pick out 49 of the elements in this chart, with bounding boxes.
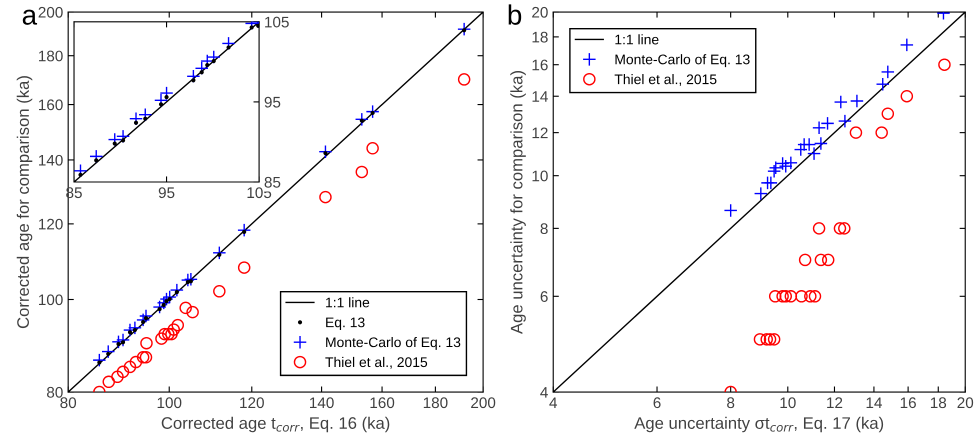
y-axis-title: Corrected age for comparison (ka) [16, 76, 32, 328]
y-tick-label: 6 [540, 291, 548, 302]
x-tick-label: 200 [471, 397, 496, 408]
y-tick-label: 100 [38, 294, 63, 306]
y-tick-label: 12 [532, 128, 548, 138]
y-tick-label: 85 [264, 176, 280, 188]
legend-label: Monte-Carlo of Eq. 13 [326, 336, 460, 350]
text: a [22, 10, 38, 25]
y-tick-label: 200 [38, 6, 63, 18]
legend-label: Monte-Carlo of Eq. 13 [615, 54, 750, 68]
y-tick-label: 95 [264, 96, 280, 108]
y-tick-label: 4 [540, 387, 548, 398]
x-tick-label: 95 [158, 187, 174, 198]
legend-label: Thiel et al., 2015 [614, 74, 716, 86]
y-tick-label: 8 [540, 223, 548, 234]
y-tick-label: 16 [532, 60, 548, 70]
x-tick-label: 80 [60, 397, 76, 408]
y-axis-title: Age uncertainty for comparison (ka) [510, 71, 526, 334]
y-tick-label: 80 [46, 386, 63, 398]
legend-label: Eq. 13 [326, 317, 365, 330]
y-tick-label: 14 [532, 91, 548, 102]
x-tick-label: 4 [549, 397, 558, 408]
y-tick-label: 180 [38, 50, 63, 62]
y-tick-label: 140 [38, 154, 63, 166]
legend-label: 1:1 line [615, 34, 659, 44]
x-tick-label: 20 [958, 397, 974, 408]
legend-label: Thiel et al., 2015 [325, 356, 428, 369]
y-tick-label: 105 [265, 16, 289, 28]
x-tick-label: 14 [866, 397, 882, 408]
x-tick-label: 10 [780, 397, 796, 408]
x-tick-label: 160 [370, 397, 394, 408]
x-tick-label: 12 [827, 397, 842, 408]
x-tick-label: 140 [310, 397, 334, 408]
y-tick-label: 20 [532, 6, 548, 18]
x-tick-label: 120 [240, 397, 264, 408]
x-tick-label: 16 [900, 397, 916, 408]
x-tick-label: 100 [158, 397, 182, 408]
legend-label: 1:1 line [326, 297, 370, 308]
y-tick-label: 18 [532, 32, 548, 43]
x-tick-label: 6 [654, 397, 661, 408]
x-axis-title: Corrected age t$_{corr}$, Eq. 16 (ka) [162, 416, 390, 432]
x-tick-label: 8 [727, 397, 734, 408]
x-axis-title: Age uncertainty σt$_{corr}$, Eq. 17 (ka) [634, 416, 884, 432]
y-tick-label: 10 [532, 170, 548, 182]
x-tick-label: 180 [424, 397, 448, 408]
y-tick-label: 160 [38, 99, 63, 110]
text: b [508, 4, 522, 25]
y-tick-label: 120 [38, 218, 63, 230]
x-tick-label: 18 [930, 397, 946, 408]
